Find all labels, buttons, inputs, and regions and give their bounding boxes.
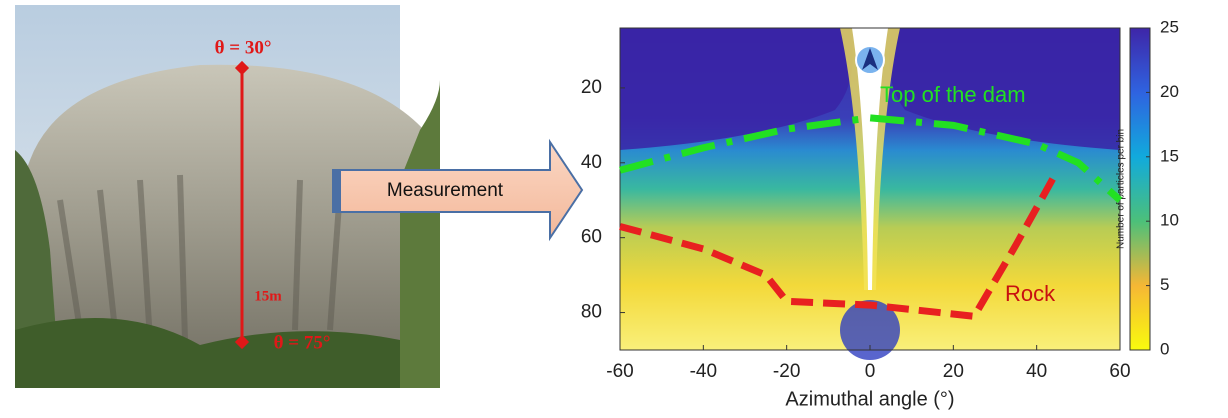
x-tick-label: -20 bbox=[773, 361, 800, 382]
colorbar-label: Number of particles per bin bbox=[1116, 129, 1127, 249]
colorbar-tick-label: 5 bbox=[1160, 275, 1169, 294]
annotation-label: Rock bbox=[1005, 281, 1056, 306]
figure: θ = 30° θ = 75° 15m Measurement Azimutha… bbox=[0, 0, 1228, 413]
height-label: 15m bbox=[254, 288, 282, 304]
y-tick-label: 60 bbox=[581, 227, 602, 248]
y-tick-label: 80 bbox=[581, 302, 602, 323]
x-axis-label: Azimuthal angle (°) bbox=[785, 388, 954, 410]
colorbar bbox=[1130, 28, 1150, 350]
arrow-label: Measurement bbox=[387, 180, 504, 201]
colorbar-tick-label: 10 bbox=[1160, 211, 1179, 230]
y-tick-label: 20 bbox=[581, 77, 602, 98]
colorbar-tick-label: 15 bbox=[1160, 146, 1179, 165]
colorbar-tick-label: 20 bbox=[1160, 82, 1179, 101]
colorbar-tick-label: 25 bbox=[1160, 17, 1179, 36]
x-tick-label: 20 bbox=[943, 361, 964, 382]
y-tick-label: 40 bbox=[581, 152, 602, 173]
x-tick-label: -40 bbox=[690, 361, 717, 382]
colorbar-tick-label: 0 bbox=[1160, 339, 1169, 358]
annotation-label: Top of the dam bbox=[880, 82, 1026, 107]
bottom-angle: θ = 75° bbox=[274, 332, 331, 353]
x-tick-label: 0 bbox=[865, 361, 876, 382]
top-angle: θ = 30° bbox=[215, 37, 272, 58]
x-tick-label: -60 bbox=[606, 361, 633, 382]
x-tick-label: 40 bbox=[1026, 361, 1047, 382]
x-tick-label: 60 bbox=[1109, 361, 1130, 382]
